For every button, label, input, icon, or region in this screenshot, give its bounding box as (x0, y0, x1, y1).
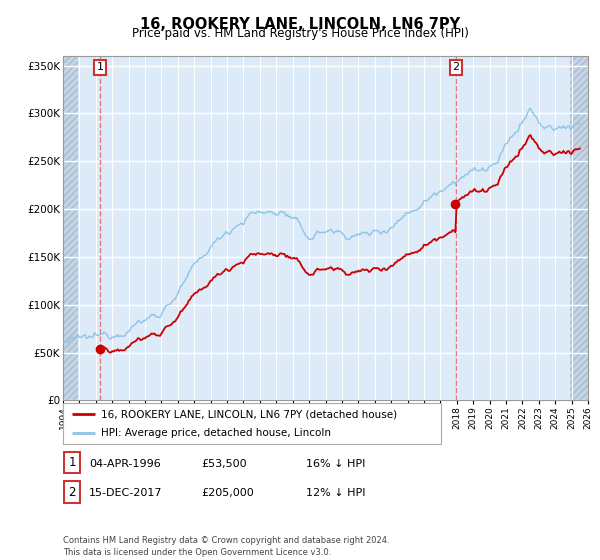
Text: 2: 2 (452, 63, 460, 72)
Text: 04-APR-1996: 04-APR-1996 (89, 459, 161, 469)
Text: 16, ROOKERY LANE, LINCOLN, LN6 7PY: 16, ROOKERY LANE, LINCOLN, LN6 7PY (140, 17, 460, 32)
Text: 12% ↓ HPI: 12% ↓ HPI (306, 488, 365, 498)
Text: 15-DEC-2017: 15-DEC-2017 (89, 488, 162, 498)
FancyBboxPatch shape (64, 452, 80, 473)
Text: Contains HM Land Registry data © Crown copyright and database right 2024.
This d: Contains HM Land Registry data © Crown c… (63, 536, 389, 557)
FancyBboxPatch shape (64, 482, 80, 503)
Text: £53,500: £53,500 (201, 459, 247, 469)
Text: 2: 2 (68, 486, 76, 498)
Bar (63, 56, 78, 400)
Text: 1: 1 (68, 456, 76, 469)
FancyBboxPatch shape (63, 403, 441, 444)
Text: HPI: Average price, detached house, Lincoln: HPI: Average price, detached house, Linc… (101, 428, 331, 438)
Text: £205,000: £205,000 (201, 488, 254, 498)
Text: 1: 1 (97, 63, 103, 72)
Text: Price paid vs. HM Land Registry's House Price Index (HPI): Price paid vs. HM Land Registry's House … (131, 27, 469, 40)
Text: 16% ↓ HPI: 16% ↓ HPI (306, 459, 365, 469)
Bar (570, 56, 590, 400)
Text: 16, ROOKERY LANE, LINCOLN, LN6 7PY (detached house): 16, ROOKERY LANE, LINCOLN, LN6 7PY (deta… (101, 409, 397, 419)
